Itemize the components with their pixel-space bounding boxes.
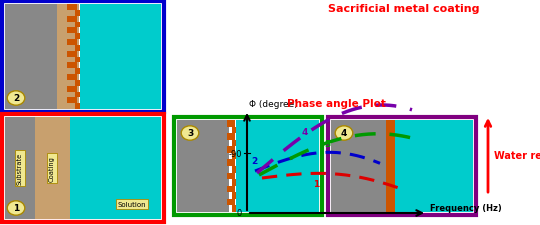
- Bar: [227, 134, 235, 140]
- Bar: [5, 117, 35, 219]
- Bar: [35, 117, 70, 219]
- Ellipse shape: [335, 126, 353, 141]
- Bar: [75, 69, 85, 75]
- Bar: [75, 22, 85, 28]
- Text: 1: 1: [13, 204, 19, 213]
- Bar: [2, 115, 164, 222]
- Text: 2: 2: [13, 94, 19, 103]
- Bar: [75, 104, 85, 110]
- Text: Sacrificial metal coating: Sacrificial metal coating: [328, 4, 480, 14]
- Bar: [75, 46, 85, 52]
- Bar: [227, 160, 235, 166]
- Ellipse shape: [7, 91, 25, 106]
- Ellipse shape: [181, 126, 199, 141]
- Text: Substrate: Substrate: [17, 152, 23, 184]
- Text: Frequency (Hz): Frequency (Hz): [430, 203, 502, 212]
- Bar: [232, 127, 240, 134]
- Bar: [67, 40, 77, 46]
- Bar: [395, 120, 473, 212]
- Text: 4: 4: [302, 127, 308, 136]
- Bar: [80, 5, 161, 110]
- Bar: [174, 117, 322, 215]
- Text: 4: 4: [341, 129, 347, 138]
- Bar: [75, 57, 85, 63]
- Bar: [236, 120, 319, 212]
- Text: Water reaction: Water reaction: [494, 150, 540, 160]
- Bar: [227, 199, 235, 205]
- Bar: [177, 120, 229, 212]
- Bar: [232, 140, 240, 147]
- Text: Phase angle Plot: Phase angle Plot: [287, 99, 386, 108]
- Text: 3: 3: [325, 140, 331, 148]
- Bar: [232, 179, 240, 186]
- Text: 3: 3: [187, 129, 193, 138]
- Ellipse shape: [7, 201, 25, 215]
- Text: 2: 2: [251, 156, 257, 165]
- Bar: [75, 34, 85, 40]
- Bar: [67, 28, 77, 34]
- Bar: [232, 192, 240, 199]
- Bar: [75, 92, 85, 98]
- Bar: [227, 120, 235, 127]
- Bar: [67, 75, 77, 81]
- Bar: [232, 153, 240, 160]
- Text: Coating: Coating: [49, 155, 55, 181]
- Bar: [227, 173, 235, 179]
- Bar: [67, 52, 77, 57]
- Text: -90: -90: [228, 149, 242, 158]
- Text: Φ (degree): Φ (degree): [249, 99, 298, 108]
- Bar: [70, 117, 161, 219]
- Bar: [2, 2, 164, 112]
- Bar: [232, 166, 240, 173]
- Bar: [75, 81, 85, 86]
- Bar: [67, 63, 77, 69]
- Bar: [227, 186, 235, 192]
- Bar: [67, 86, 77, 92]
- Bar: [5, 5, 57, 110]
- Bar: [67, 17, 77, 22]
- Bar: [67, 5, 77, 11]
- Bar: [386, 120, 395, 212]
- Bar: [67, 98, 77, 104]
- Bar: [331, 120, 389, 212]
- Bar: [227, 147, 235, 153]
- Text: Solution: Solution: [118, 201, 146, 207]
- Bar: [328, 117, 476, 215]
- Bar: [232, 205, 240, 212]
- Bar: [57, 5, 79, 110]
- Bar: [75, 11, 85, 17]
- Text: 1: 1: [313, 180, 320, 189]
- Text: 0: 0: [237, 209, 242, 218]
